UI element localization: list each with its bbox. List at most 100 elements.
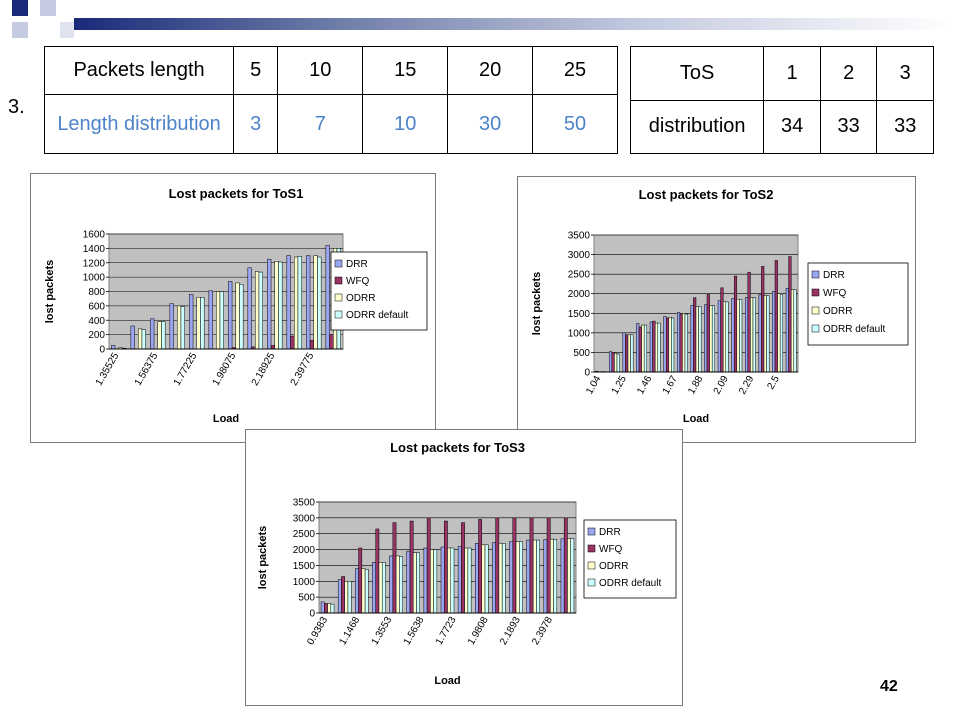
chart-svg: Lost packets for ToS1 0 200 400 600 800 1000 12… [44,186,428,425]
page-number: 42 [880,678,898,695]
bar [570,538,575,614]
x-axis-label: Load [434,675,460,687]
bar [481,544,486,614]
y-tick-label: 3000 [293,513,316,524]
bar [239,284,244,350]
bar [406,550,411,614]
bar [684,313,688,373]
bar [290,335,295,350]
y-tick-label: 800 [88,287,105,298]
bar [731,298,735,373]
y-tick-label: 400 [88,316,105,327]
bar [372,562,376,614]
y-tick-label: 0 [584,368,590,379]
table-header-cell: 20 [447,45,534,96]
bar [430,549,434,614]
bar [706,294,710,373]
bar [330,603,335,614]
bar [649,321,653,373]
bar [625,334,629,373]
x-tick-label: 1.88 [686,374,705,397]
bar [793,289,797,373]
bar [709,305,713,373]
legend-swatch [587,544,596,553]
bar [447,547,452,614]
chart-svg: Lost packets for ToS2 0 500 1000 1500 2000 250… [531,187,909,425]
bar [492,542,496,614]
bar [443,520,448,614]
y-tick-label: 3500 [568,231,591,242]
legend-swatch [587,527,596,536]
legend-label: ODRR [346,293,375,304]
y-axis-label: lost packets [44,260,56,324]
bar [235,282,240,350]
bar [750,297,754,373]
bar [141,329,146,350]
bar [676,312,681,373]
bar [536,539,540,614]
bar [758,294,762,373]
table-cell: 50 [532,94,618,154]
bar [423,547,428,614]
y-tick-label: 1600 [83,230,106,241]
bar [744,297,749,373]
bar [717,300,721,373]
bar [630,334,634,373]
table-header-cell: 3 [876,46,934,101]
bar [616,353,620,373]
bar [189,294,194,350]
bar [324,603,328,614]
bar [693,297,697,373]
bar [627,334,631,373]
packets-length-table: Packets length 5 10 15 20 25 Length dist… [43,45,618,154]
bar [219,291,224,350]
table-cell: 33 [819,99,878,154]
bar [327,603,332,614]
table-cell: 3 [233,94,279,154]
corner-square-light [12,22,28,38]
table-header-cell: ToS [629,46,765,101]
bar [286,255,291,350]
chart-svg: Lost packets for ToS3 0 500 1000 1500 2000 250… [257,440,677,687]
legend-swatch [811,270,820,279]
corner-squares-decoration [12,0,74,38]
legend-swatch [334,259,343,268]
bar [484,544,489,614]
table-header-cell: 5 [233,45,279,96]
bar [337,579,342,614]
bar [652,320,656,373]
y-axis-label: lost packets [531,272,543,336]
bar [457,546,462,614]
bar [763,295,767,373]
legend-label: ODRR [599,561,628,572]
bar [361,568,366,614]
bar [344,581,349,614]
bar [636,323,640,373]
bar [395,555,400,614]
bar [274,261,279,350]
chart-lost-packets-tos3: Lost packets for ToS3 0 500 1000 1500 2000 250… [245,429,683,706]
legend-label: WFQ [346,276,370,287]
table-cell: 33 [876,99,934,154]
bar [416,552,420,614]
bar [450,547,455,614]
table-cell: 10 [362,94,449,154]
bar [567,538,571,614]
bar [563,517,568,614]
y-tick-label: 200 [88,330,105,341]
bar [608,351,613,373]
chart-lost-packets-tos1: Lost packets for ToS1 0 200 400 600 800 1000 12… [30,173,436,443]
table-header-cell: 15 [362,45,449,96]
bar [690,305,694,373]
y-tick-label: 3500 [293,498,316,509]
bar [278,261,283,350]
bar [399,556,403,614]
bar [785,287,789,373]
bar [196,297,201,350]
legend-label: DRR [599,527,621,538]
bar [704,304,708,373]
title-accent-bar [74,18,954,30]
legend-label: WFQ [599,544,623,555]
legend-box [330,251,428,331]
table-header-cell: Packets length [43,45,235,96]
